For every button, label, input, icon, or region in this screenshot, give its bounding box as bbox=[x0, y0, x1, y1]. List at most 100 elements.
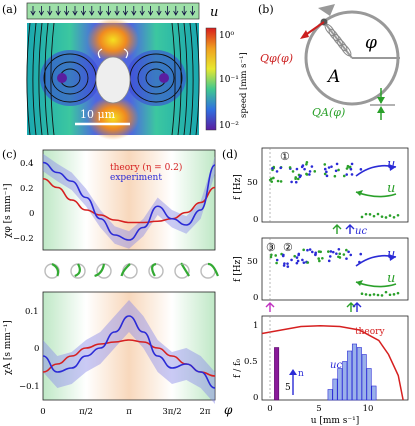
flow-arrow-icon bbox=[106, 6, 112, 16]
flow-arrow-icon bbox=[122, 6, 128, 16]
flow-arrow-icon bbox=[89, 6, 95, 16]
data-point bbox=[384, 216, 388, 219]
experiment-uncertainty-band bbox=[43, 153, 215, 249]
flow-arrow-icon bbox=[190, 6, 196, 16]
area-symbol: A bbox=[326, 67, 340, 87]
data-point bbox=[294, 180, 298, 184]
flow-arrow-icon bbox=[156, 6, 162, 16]
streamline bbox=[171, 22, 176, 136]
x-tick: 3π/2 bbox=[162, 407, 181, 417]
y-axis-label: f [Hz] bbox=[233, 174, 243, 200]
data-point bbox=[305, 162, 308, 166]
data-point bbox=[335, 162, 339, 166]
flagellum-icon bbox=[94, 263, 106, 278]
flow-arrow-icon bbox=[47, 6, 53, 16]
data-point bbox=[349, 253, 353, 257]
flow-arrow-icon bbox=[55, 6, 61, 16]
data-point bbox=[338, 252, 342, 256]
data-point bbox=[317, 257, 320, 260]
data-point bbox=[301, 258, 304, 262]
data-point bbox=[337, 247, 341, 251]
histogram-bar bbox=[327, 389, 333, 401]
n-label: n bbox=[298, 369, 304, 379]
data-point bbox=[342, 174, 346, 178]
data-point bbox=[308, 170, 312, 173]
data-point bbox=[288, 166, 292, 169]
data-point bbox=[294, 177, 297, 181]
streamline bbox=[26, 22, 31, 136]
q-a-label: QA(φ) bbox=[312, 106, 345, 119]
data-point bbox=[380, 215, 384, 218]
streamline bbox=[137, 61, 175, 95]
data-point bbox=[308, 173, 311, 176]
y-tick: 0.1 bbox=[25, 307, 39, 317]
y-tick: 0 bbox=[34, 344, 39, 354]
frequency-plot-2: ③ ② u u 50 0 f [Hz] bbox=[233, 237, 409, 312]
data-point bbox=[272, 176, 275, 180]
y-axis-label: f [Hz] bbox=[233, 256, 243, 282]
data-point bbox=[372, 214, 376, 218]
x-tick: 0 bbox=[267, 404, 272, 414]
panel-label-a: (a) bbox=[2, 3, 17, 16]
experiment-line bbox=[42, 161, 216, 241]
flow-arrow-icon bbox=[114, 6, 120, 16]
data-point bbox=[327, 250, 330, 253]
data-point bbox=[348, 165, 352, 169]
frequency-ratio-plot: theory n 5 uc 1 0.5 0 f / f₀ 0 5 10 u [m… bbox=[233, 315, 409, 426]
beat-cycle-strip bbox=[44, 262, 219, 279]
data-point bbox=[293, 254, 297, 258]
x-tick: 10 bbox=[363, 404, 374, 414]
data-point bbox=[396, 291, 400, 295]
particle-body bbox=[95, 56, 131, 104]
streamline bbox=[32, 22, 37, 136]
y-axis-label: f / f₀ bbox=[233, 359, 243, 378]
colorbar-tick: 10⁻¹ bbox=[219, 75, 239, 85]
data-point bbox=[346, 164, 350, 168]
data-point bbox=[392, 293, 396, 296]
data-point bbox=[345, 173, 349, 176]
flagellum-icon bbox=[151, 262, 157, 277]
data-point bbox=[275, 170, 279, 173]
x-tick: 0 bbox=[40, 407, 45, 417]
data-point bbox=[323, 172, 327, 176]
data-point bbox=[310, 165, 314, 168]
data-point bbox=[388, 214, 392, 217]
data-point bbox=[305, 160, 309, 164]
y-tick: 50 bbox=[247, 178, 258, 188]
data-point bbox=[275, 258, 279, 262]
colorbar-tick: 10⁰ bbox=[219, 31, 234, 41]
legend-theory: theory (η = 0.2) bbox=[110, 162, 182, 173]
panel-label-c: (c) bbox=[2, 148, 17, 161]
streamline bbox=[50, 22, 55, 136]
data-point bbox=[314, 251, 318, 255]
x-tick: 2π bbox=[200, 407, 211, 417]
flow-arrow-icon bbox=[181, 6, 187, 16]
phi-symbol: φ bbox=[365, 33, 377, 53]
u-green-label: u bbox=[387, 181, 395, 196]
data-point bbox=[270, 180, 274, 183]
data-point bbox=[269, 255, 273, 259]
data-point bbox=[327, 166, 331, 169]
y-axis-label: χA [s mm⁻¹] bbox=[3, 320, 13, 375]
y-tick: 0 bbox=[253, 393, 258, 403]
data-point bbox=[271, 167, 274, 170]
data-point bbox=[275, 261, 278, 265]
u-green-label: u bbox=[387, 271, 395, 286]
data-point bbox=[331, 250, 335, 254]
data-point bbox=[295, 256, 299, 259]
flow-arrow-icon bbox=[80, 6, 86, 16]
data-point bbox=[290, 180, 293, 184]
flagellum-icon bbox=[74, 263, 81, 278]
data-point bbox=[364, 212, 368, 216]
data-point bbox=[396, 213, 400, 217]
data-point bbox=[295, 167, 299, 171]
colorbar: 10⁰ 10⁻¹ 10⁻² speed [mm s⁻¹] bbox=[205, 27, 249, 131]
flow-arrow-icon bbox=[164, 6, 170, 16]
theory-curve bbox=[261, 325, 404, 401]
data-point bbox=[306, 261, 310, 264]
data-point bbox=[347, 250, 350, 254]
frequency-plot-1: ① u u 50 0 f [Hz] uc bbox=[233, 147, 409, 237]
regime-circle: ① bbox=[280, 150, 290, 163]
flow-field-image: 10 μm bbox=[26, 18, 200, 140]
data-point bbox=[345, 167, 349, 170]
